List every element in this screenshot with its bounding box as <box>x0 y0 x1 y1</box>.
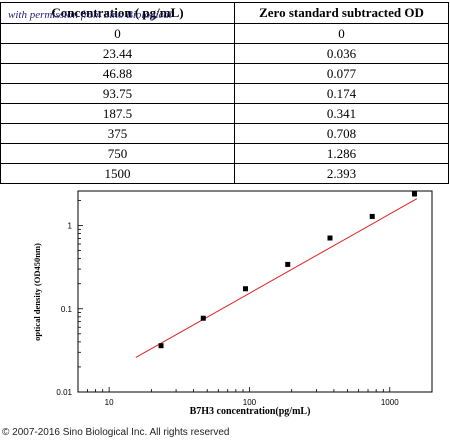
data-point <box>243 286 249 292</box>
cell-concentration: 750 <box>0 143 235 164</box>
cell-concentration: 93.75 <box>0 83 235 104</box>
cell-concentration: 1500 <box>0 163 235 184</box>
table-row: 187.5 0.341 <box>0 103 449 124</box>
data-point <box>200 315 206 321</box>
table-row: 1500 2.393 <box>0 163 449 184</box>
x-axis-label: B7H3 concentration(pg/mL) <box>190 406 311 417</box>
table-row: 23.44 0.036 <box>0 43 449 64</box>
data-point <box>411 191 417 197</box>
cell-od: 0.077 <box>234 63 449 84</box>
cell-concentration: 0 <box>0 23 235 44</box>
y-axis-label: optical density (OD450nm) <box>32 243 42 341</box>
y-tick-label: 1 <box>68 222 73 231</box>
data-point <box>327 235 333 241</box>
x-tick-label: 100 <box>243 398 257 407</box>
y-tick-label: 0.1 <box>61 305 73 314</box>
cell-concentration: 46.88 <box>0 63 235 84</box>
cell-od: 1.286 <box>234 143 449 164</box>
data-point <box>369 213 375 219</box>
y-tick-label: 0.01 <box>56 388 72 397</box>
data-point <box>158 343 164 349</box>
cell-concentration: 187.5 <box>0 103 235 124</box>
data-points <box>158 191 417 349</box>
standard-curve-table: Concentration ( pg/mL) Zero standard sub… <box>0 2 449 184</box>
data-point <box>285 261 291 267</box>
table-row: 46.88 0.077 <box>0 63 449 84</box>
watermark: with permission from Sino Biological <box>8 9 172 21</box>
axes: 10 100 1000 0.01 0.1 1 <box>56 190 433 407</box>
plot-frame <box>77 190 433 393</box>
copyright-notice: © 2007-2016 Sino Biological Inc. All rig… <box>2 427 230 438</box>
header-od: Zero standard subtracted OD <box>234 2 449 24</box>
cell-od: 0 <box>234 23 449 44</box>
cell-concentration: 375 <box>0 123 235 144</box>
x-tick-label: 1000 <box>381 398 399 407</box>
table-row: 375 0.708 <box>0 123 449 144</box>
x-tick-label: 10 <box>105 398 114 407</box>
standard-curve-chart: 10 100 1000 0.01 0.1 1 B7H3 concentration(pg/… <box>32 190 433 417</box>
table-row: 0 0 <box>0 23 449 44</box>
cell-od: 0.341 <box>234 103 449 124</box>
cell-od: 0.036 <box>234 43 449 64</box>
cell-od: 0.174 <box>234 83 449 104</box>
table-row: 93.75 0.174 <box>0 83 449 104</box>
fit-line <box>135 198 418 358</box>
table-row: 750 1.286 <box>0 143 449 164</box>
cell-od: 0.708 <box>234 123 449 144</box>
cell-concentration: 23.44 <box>0 43 235 64</box>
cell-od: 2.393 <box>234 163 449 184</box>
fit-line-layer <box>135 198 418 358</box>
